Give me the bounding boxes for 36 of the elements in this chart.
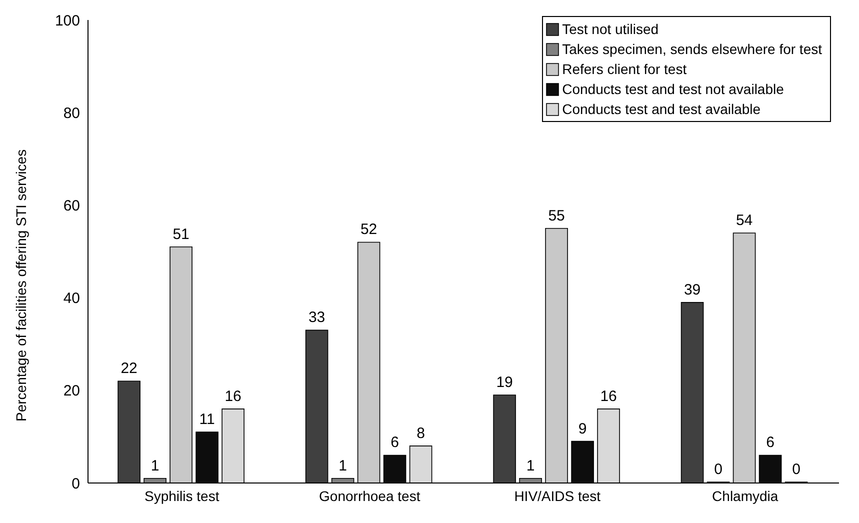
y-tick-label: 20: [63, 382, 80, 400]
data-label: 6: [390, 434, 399, 452]
y-tick-label: 0: [72, 475, 80, 492]
data-label: 1: [150, 457, 160, 474]
data-label: 0: [714, 461, 722, 478]
data-label: 39: [684, 281, 701, 298]
y-axis-title: Percentage of facilities offering STI services: [12, 149, 29, 422]
data-label: 22: [120, 360, 138, 378]
data-label: 11: [199, 411, 215, 428]
legend-label: Takes specimen, sends elsewhere for test: [562, 40, 822, 59]
y-tick-label: 100: [54, 12, 80, 30]
data-label: 16: [224, 388, 242, 405]
data-label: 51: [172, 226, 190, 243]
legend-label: Conducts test and test not available: [562, 80, 784, 99]
legend-label: Conducts test and test available: [562, 100, 761, 119]
data-label: 55: [548, 207, 565, 224]
data-label: 1: [526, 457, 535, 474]
data-label: 1: [338, 457, 347, 474]
data-label: 8: [416, 424, 425, 442]
x-tick-label: Chlamydia: [712, 488, 778, 504]
y-tick-label: 60: [63, 198, 80, 215]
data-label: 6: [766, 434, 774, 452]
legend-label: Test not utilised: [562, 20, 659, 39]
legend-label: Refers client for test: [562, 60, 687, 79]
data-label: 16: [600, 388, 617, 405]
data-label: 33: [308, 309, 326, 326]
y-tick-label: 40: [63, 290, 80, 308]
x-tick-label: Gonorrhoea test: [319, 488, 420, 504]
data-label: 52: [360, 221, 378, 238]
y-tick-label: 80: [63, 104, 80, 122]
x-tick-label: HIV/AIDS test: [514, 488, 601, 504]
data-label: 54: [736, 212, 753, 229]
x-tick-label: Syphilis test: [144, 488, 220, 504]
data-label: 9: [578, 420, 587, 438]
data-label: 19: [496, 374, 513, 392]
data-label: 0: [792, 461, 800, 478]
